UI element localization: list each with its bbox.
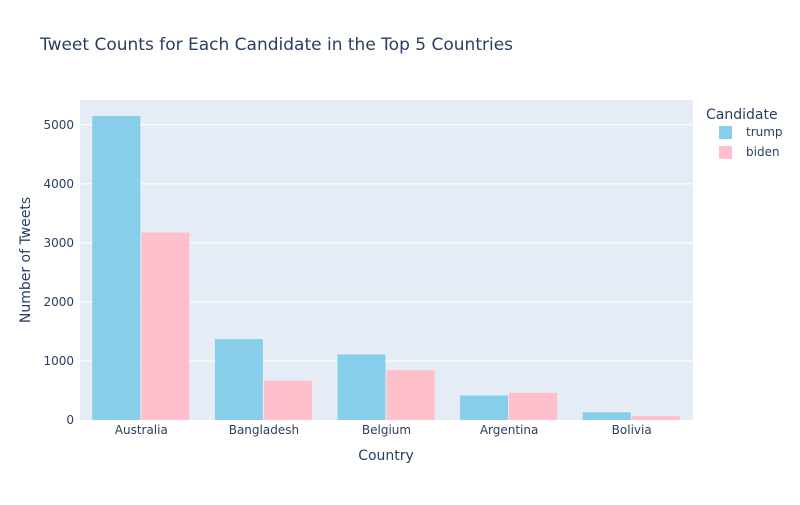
y-axis-title: Number of Tweets [18, 197, 34, 323]
legend-label-biden: biden [746, 145, 780, 159]
legend-swatch-trump [719, 126, 732, 139]
legend-items: trump biden [719, 125, 783, 159]
y-axis-ticks: 0 1000 2000 3000 4000 5000 [43, 118, 74, 427]
legend-label-trump: trump [746, 125, 783, 139]
bar-trump-belgium [337, 354, 386, 420]
x-tick-label: Bolivia [612, 423, 652, 437]
x-axis-ticks: Australia Bangladesh Belgium Argentina Boliv… [115, 423, 652, 437]
y-tick-label: 2000 [43, 295, 74, 309]
x-tick-label: Belgium [362, 423, 411, 437]
bar-trump-bangladesh [214, 339, 263, 420]
y-tick-label: 4000 [43, 177, 74, 191]
legend: Candidate trump biden [706, 107, 783, 159]
y-tick-label: 3000 [43, 236, 74, 250]
bars [92, 115, 680, 421]
chart-title: Tweet Counts for Each Candidate in the T… [39, 35, 513, 55]
y-tick-label: 5000 [43, 118, 74, 132]
x-tick-label: Australia [115, 423, 168, 437]
legend-swatch-biden [719, 146, 732, 159]
bar-biden-australia [141, 232, 190, 420]
bar-trump-bolivia [582, 412, 631, 420]
bar-trump-argentina [460, 395, 509, 420]
bar-biden-argentina [509, 392, 558, 420]
y-tick-label: 0 [66, 413, 74, 427]
x-axis-title: Country [358, 448, 414, 464]
x-tick-label: Bangladesh [229, 423, 299, 437]
bar-biden-bolivia [631, 416, 680, 420]
y-tick-label: 1000 [43, 354, 74, 368]
bar-trump-australia [92, 115, 141, 421]
bar-biden-bangladesh [263, 380, 312, 420]
bar-biden-belgium [386, 370, 435, 420]
legend-title: Candidate [706, 107, 778, 123]
x-tick-label: Argentina [480, 423, 539, 437]
